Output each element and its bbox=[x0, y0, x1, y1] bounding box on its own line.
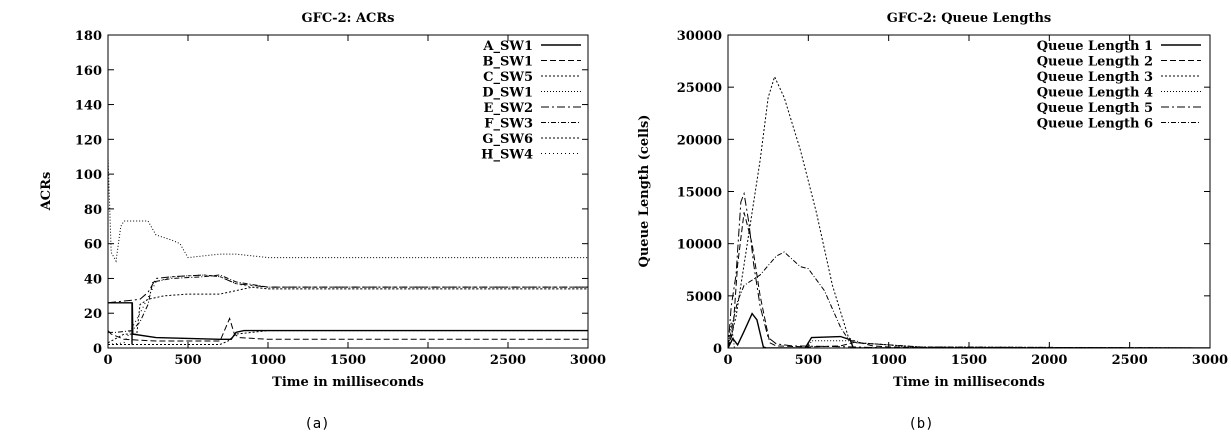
legend-label: F_SW3 bbox=[484, 117, 533, 132]
x-axis-label: Time in milliseconds bbox=[893, 375, 1045, 390]
y-tick-label: 20 bbox=[84, 307, 102, 322]
y-tick-label: 15000 bbox=[677, 186, 722, 201]
y-tick-label: 0 bbox=[713, 342, 722, 357]
series-line-h-sw4 bbox=[108, 275, 588, 345]
legend-label: Queue Length 5 bbox=[1037, 101, 1153, 116]
legend-label: G_SW6 bbox=[482, 132, 533, 147]
y-tick-label: 160 bbox=[75, 64, 102, 79]
chart-title: GFC-2: ACRs bbox=[302, 11, 395, 26]
legend-label: H_SW4 bbox=[481, 148, 533, 163]
legend-label: Queue Length 1 bbox=[1037, 39, 1153, 54]
series-line-g-sw6 bbox=[108, 287, 588, 343]
x-tick-label: 1500 bbox=[330, 353, 366, 368]
series-line-d-sw1 bbox=[108, 157, 588, 261]
y-tick-label: 30000 bbox=[677, 29, 722, 44]
legend-label: Queue Length 2 bbox=[1037, 55, 1153, 70]
y-tick-label: 80 bbox=[84, 203, 102, 218]
legend-label: Queue Length 6 bbox=[1037, 117, 1153, 132]
x-axis-label: Time in milliseconds bbox=[272, 375, 424, 390]
caption-a: (a) bbox=[304, 416, 329, 432]
chart-queue-lengths: 0 500 1000 1500 2000 2500 30000500010000150002… bbox=[637, 11, 1228, 390]
x-tick-label: 2500 bbox=[1112, 353, 1148, 368]
x-tick-label: 2000 bbox=[410, 353, 446, 368]
x-tick-label: 1000 bbox=[871, 353, 907, 368]
legend-label: Queue Length 4 bbox=[1037, 86, 1153, 101]
y-tick-label: 120 bbox=[75, 133, 102, 148]
y-axis-label: Queue Length (cells) bbox=[637, 115, 652, 268]
caption-b: (b) bbox=[908, 416, 933, 432]
x-tick-label: 500 bbox=[174, 353, 201, 368]
x-tick-label: 0 bbox=[723, 353, 732, 368]
x-tick-label: 0 bbox=[103, 353, 112, 368]
y-tick-label: 60 bbox=[84, 238, 102, 253]
y-tick-label: 180 bbox=[75, 29, 102, 44]
chart-title: GFC-2: Queue Lengths bbox=[887, 11, 1051, 26]
series-line-a-sw1 bbox=[108, 303, 588, 345]
series-line-e-sw2 bbox=[108, 275, 588, 303]
x-tick-label: 1000 bbox=[250, 353, 286, 368]
y-tick-label: 40 bbox=[84, 272, 102, 287]
y-axis-label: ACRs bbox=[39, 172, 54, 212]
y-tick-label: 10000 bbox=[677, 238, 722, 253]
x-tick-label: 3000 bbox=[1192, 353, 1228, 368]
legend-label: A_SW1 bbox=[482, 39, 533, 54]
x-tick-label: 2000 bbox=[1031, 353, 1067, 368]
series-line-queue-length-5 bbox=[728, 194, 1210, 348]
y-tick-label: 25000 bbox=[677, 81, 722, 96]
x-tick-label: 1500 bbox=[951, 353, 987, 368]
series-line-f-sw3 bbox=[108, 275, 588, 332]
chart-acrs: 0 500 1000 1500 2000 2500 3000 0 20 40 60 80 100 120 1… bbox=[39, 11, 606, 390]
legend-label: B_SW1 bbox=[482, 55, 533, 70]
y-tick-label: 140 bbox=[75, 99, 102, 114]
y-tick-label: 20000 bbox=[677, 133, 722, 148]
x-tick-label: 3000 bbox=[570, 353, 606, 368]
legend-label: D_SW1 bbox=[482, 86, 533, 101]
y-tick-label: 100 bbox=[75, 168, 102, 183]
legend-label: Queue Length 3 bbox=[1037, 70, 1153, 85]
series-line-queue-length-2 bbox=[728, 212, 1210, 348]
y-tick-label: 0 bbox=[93, 342, 102, 357]
x-tick-label: 2500 bbox=[490, 353, 526, 368]
legend-label: C_SW5 bbox=[483, 70, 533, 85]
series-line-queue-length-6 bbox=[728, 252, 1210, 348]
legend-label: E_SW2 bbox=[484, 101, 533, 116]
x-tick-label: 500 bbox=[795, 353, 822, 368]
y-tick-label: 5000 bbox=[686, 290, 722, 305]
